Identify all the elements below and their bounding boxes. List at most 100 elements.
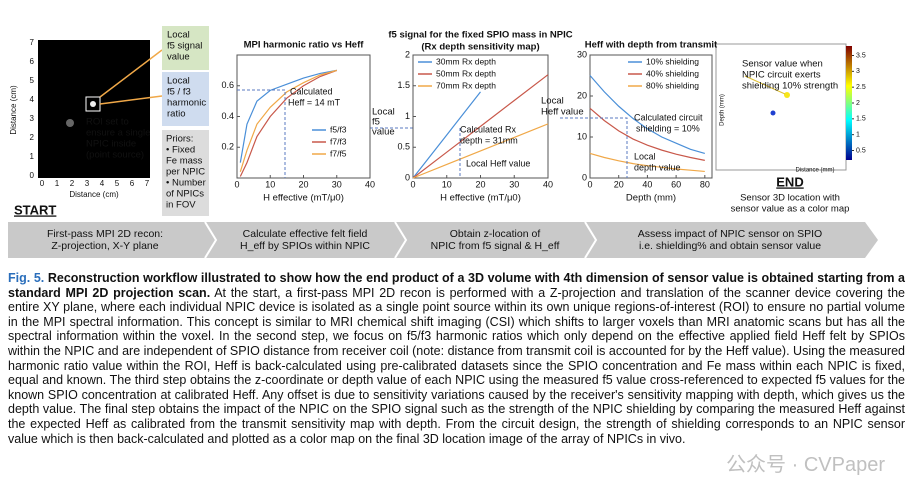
roi-note: ensure a single <box>86 128 150 139</box>
sensor-point <box>784 92 790 98</box>
x-tick-label: 0 <box>40 179 45 188</box>
x-axis-label: H effective (mT/μ0) <box>263 193 344 204</box>
y-tick-label: 1.5 <box>397 80 410 90</box>
series-line <box>412 74 549 179</box>
guide <box>560 117 628 178</box>
x-axis-label: Distance (cm) <box>69 190 119 199</box>
plot-title: f5 signal for the fixed SPIO mass in NPI… <box>388 30 572 41</box>
x-tick-label: 20 <box>475 179 485 189</box>
chevron <box>584 221 598 259</box>
caption-label: Fig. 5. <box>8 271 45 285</box>
x-tick-label: 0 <box>587 179 592 189</box>
y-tick-label: 7 <box>30 38 35 47</box>
annotation: Local Heff value <box>466 158 530 168</box>
y-tick-label: 0 <box>582 172 587 182</box>
y-tick-label: 2 <box>405 49 410 59</box>
y-tick-label: 0.6 <box>221 80 234 90</box>
y-tick-label: 0.2 <box>221 142 234 152</box>
figure: 0 1 2 3 4 5 6 7 0 1 2 3 4 5 6 7 Distance (cm) Distance (c… <box>8 26 878 259</box>
y-axis-label: Distance (cm) <box>9 85 18 135</box>
annotation: depth = 31mm <box>460 135 518 145</box>
y-tick-label: 0 <box>405 172 410 182</box>
x-tick-label: 40 <box>642 179 652 189</box>
colorbar-label: 2.5 <box>856 84 866 91</box>
sensor-point <box>770 110 776 116</box>
stage-text: First-pass MPI 2D recon: <box>47 228 163 240</box>
box-text: f5 signal <box>167 41 202 52</box>
annotation: Heff = 14 mT <box>288 97 341 107</box>
roi-note: ROI set to <box>86 117 129 128</box>
x-tick-label: 60 <box>671 179 681 189</box>
y-tick-label: 3 <box>30 114 35 123</box>
end-caption: sensor value as a color map <box>731 204 850 215</box>
legend-label: 40% shielding <box>646 68 699 78</box>
legend-label: 30mm Rx depth <box>436 56 496 66</box>
stage-text: NPIC from f5 signal & H_eff <box>431 240 560 252</box>
series-line <box>589 75 705 154</box>
y-tick-label: 0.5 <box>397 142 410 152</box>
x-tick-label: 7 <box>145 179 150 188</box>
legend-label: 80% shielding <box>646 80 699 90</box>
box-text: Fe mass <box>166 156 203 167</box>
box-text: Local <box>167 76 190 87</box>
x-tick-label: 10 <box>442 179 452 189</box>
series-line <box>239 69 337 163</box>
chevron <box>204 221 218 259</box>
end-label: END <box>776 174 803 189</box>
end-caption: Sensor 3D location with <box>740 193 840 204</box>
plot-title: (Rx depth sensitivity map) <box>421 42 539 53</box>
connector <box>99 95 163 105</box>
y-axis-label: Depth (mm) <box>720 94 726 126</box>
x-tick-label: 10 <box>265 179 275 189</box>
x-tick-label: 5 <box>115 179 120 188</box>
box-text: f5 / f3 <box>167 87 191 98</box>
series-line <box>589 107 705 161</box>
x-axis-label: H effective (mT/μ0) <box>440 193 521 204</box>
x-tick-label: 1 <box>55 179 60 188</box>
colorbar-label: 3.5 <box>856 52 866 59</box>
x-tick-label: 2 <box>70 179 75 188</box>
series-line <box>239 69 337 177</box>
side-label: Heff value <box>541 107 584 118</box>
box-text: value <box>167 52 190 63</box>
x-tick-label: 20 <box>614 179 624 189</box>
box-text: per NPIC <box>166 167 205 178</box>
x-axis-label: Distance (mm) <box>795 168 834 174</box>
annotation: Calculated <box>290 86 333 96</box>
series-line <box>412 91 481 179</box>
annotation: shielding = 10% <box>636 123 700 133</box>
caption-body: At the start, a first-pass MPI 2D recon … <box>8 285 905 446</box>
x-tick-label: 4 <box>100 179 105 188</box>
y-tick-label: 30 <box>577 49 587 59</box>
side-label: Local <box>541 96 564 107</box>
stage-banner <box>8 222 878 258</box>
colorbar <box>846 46 852 160</box>
pointer <box>744 75 786 95</box>
volume-note: shielding 10% strength <box>742 81 838 92</box>
annotation: depth value <box>634 162 681 172</box>
colorbar-label: 0.5 <box>856 147 866 154</box>
plot-title: Heff with depth from transmit <box>585 40 718 51</box>
x-tick-label: 20 <box>298 179 308 189</box>
box-text: • Number <box>166 178 206 189</box>
roi-note: (point source) <box>86 150 144 161</box>
annotation: Calculated Rx <box>460 124 517 134</box>
connector <box>99 49 163 98</box>
stage-text: Calculate effective felt field <box>243 228 368 240</box>
box-text: Local <box>167 30 190 41</box>
npic-spot <box>90 101 96 107</box>
y-tick-label: 5 <box>30 76 35 85</box>
y-tick-label: 0 <box>30 171 35 180</box>
y-tick-label: 1 <box>30 152 35 161</box>
legend-label: f5/f3 <box>330 124 347 134</box>
series-line <box>589 152 705 173</box>
y-tick-label: 0.4 <box>221 111 234 121</box>
stage-text: Obtain z-location of <box>450 228 541 240</box>
start-label: START <box>14 202 56 217</box>
legend-label: 50mm Rx depth <box>436 68 496 78</box>
box-text: harmonic <box>167 98 206 109</box>
y-tick-label: 2 <box>30 133 35 142</box>
x-axis-label: Depth (mm) <box>626 193 676 204</box>
side-label: f5 <box>372 117 380 128</box>
x-tick-label: 6 <box>130 179 135 188</box>
